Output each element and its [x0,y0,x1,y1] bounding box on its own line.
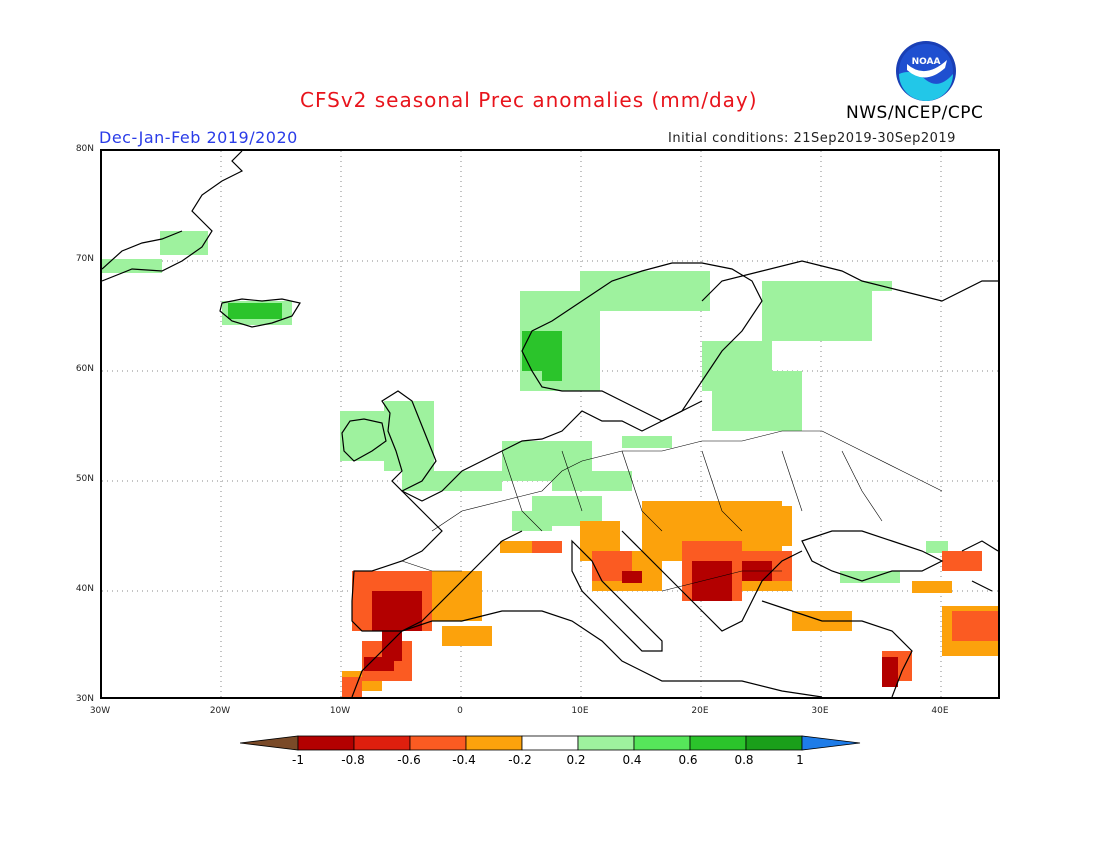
colorbar-low-arrow [240,735,299,751]
chart-title: CFSv2 seasonal Prec anomalies (mm/day) [300,88,758,112]
lat-label-70n: 70N [75,254,94,264]
legend-label-0-6: 0.6 [678,753,698,767]
graticule [102,151,998,697]
strong-positive-anomalies [228,303,562,381]
lon-label-30e: 30E [811,706,829,716]
lon-label-20w: 20W [209,706,231,716]
legend-label-0-4: 0.4 [622,753,642,767]
colorbar-cell [521,735,579,751]
colorbar-cell [465,735,523,751]
forecast-period: Dec-Jan-Feb 2019/2020 [99,128,298,147]
lon-label-0: 0 [457,706,463,716]
lat-label-50n: 50N [75,474,94,484]
precipitation-anomaly-map [100,149,1000,699]
country-borders [401,430,943,592]
colorbar-high-arrow [801,735,861,751]
legend-label-0-8: 0.8 [734,753,754,767]
legend-label-minus-0-2: -0.2 [508,753,532,767]
agency-label: NWS/NCEP/CPC [846,103,984,123]
legend-label-minus-1: -1 [292,753,304,767]
legend-label-1: 1 [796,753,804,767]
lon-label-10e: 10E [571,706,589,716]
colorbar-cell [353,735,411,751]
map-canvas [102,151,998,697]
colorbar-cell [297,735,355,751]
legend-label-0-2: 0.2 [566,753,586,767]
initial-conditions: Initial conditions: 21Sep2019-30Sep2019 [668,131,956,146]
colorbar-cells [240,735,861,751]
colorbar-cell [633,735,691,751]
lon-label-30w: 30W [89,706,111,716]
colorbar-cell [577,735,635,751]
noaa-logo: NOAA [896,41,956,101]
lon-label-10w: 10W [329,706,351,716]
legend-label-minus-0-4: -0.4 [452,753,476,767]
lat-label-40n: 40N [75,584,94,594]
legend-label-minus-0-6: -0.6 [397,753,421,767]
colorbar-cell [409,735,467,751]
coastlines [102,151,998,697]
lon-label-40e: 40E [931,706,949,716]
colorbar [240,735,861,751]
svg-text:NOAA: NOAA [912,57,941,67]
colorbar-cell [689,735,747,751]
lon-label-20e: 20E [691,706,709,716]
lat-label-80n: 80N [75,144,94,154]
legend-label-minus-0-8: -0.8 [341,753,365,767]
colorbar-cell [745,735,803,751]
lat-label-30n: 30N [75,694,94,704]
lat-label-60n: 60N [75,364,94,374]
